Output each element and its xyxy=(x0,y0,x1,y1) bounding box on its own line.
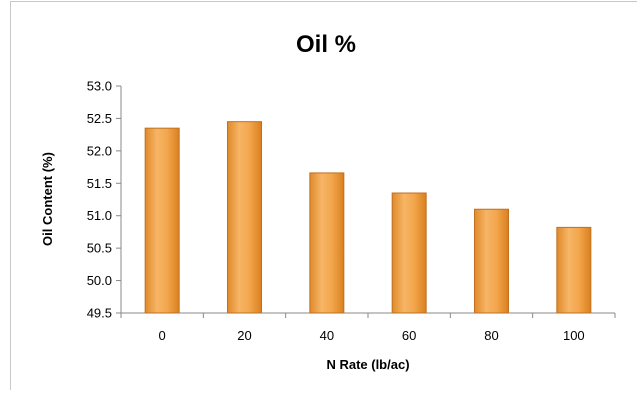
bar-20 xyxy=(227,121,262,314)
x-tick-label: 20 xyxy=(237,328,251,343)
y-tick-label: 52.0 xyxy=(87,143,112,158)
x-tick-label: 80 xyxy=(484,328,498,343)
x-ticks: 0 20 40 60 80 100 xyxy=(120,313,616,343)
bar-100 xyxy=(556,226,592,314)
x-tick-label: 60 xyxy=(402,328,416,343)
bar-60 xyxy=(391,192,427,314)
x-axis-label: N Rate (lb/ac) xyxy=(326,357,409,372)
y-tick-label: 51.0 xyxy=(87,208,112,223)
y-tick-label: 52.5 xyxy=(87,111,112,126)
x-tick-label: 40 xyxy=(320,328,334,343)
x-tick-label: 100 xyxy=(563,328,585,343)
y-tick-label: 50.5 xyxy=(87,241,112,256)
y-ticks: 49.5 50.0 50.5 51.0 51.5 52.0 52.5 53.0 xyxy=(87,79,121,321)
bar-80 xyxy=(474,208,509,314)
chart-title: Oil % xyxy=(296,31,356,58)
y-tick-label: 53.0 xyxy=(87,79,112,94)
x-tick-label: 0 xyxy=(159,328,166,343)
y-tick-label: 51.5 xyxy=(87,176,112,191)
bar-0 xyxy=(144,127,180,314)
bar-40 xyxy=(309,172,345,314)
bars xyxy=(144,121,592,314)
y-axis-label: Oil Content (%) xyxy=(40,152,55,246)
y-tick-label: 50.0 xyxy=(87,273,112,288)
y-tick-label: 49.5 xyxy=(87,306,112,321)
